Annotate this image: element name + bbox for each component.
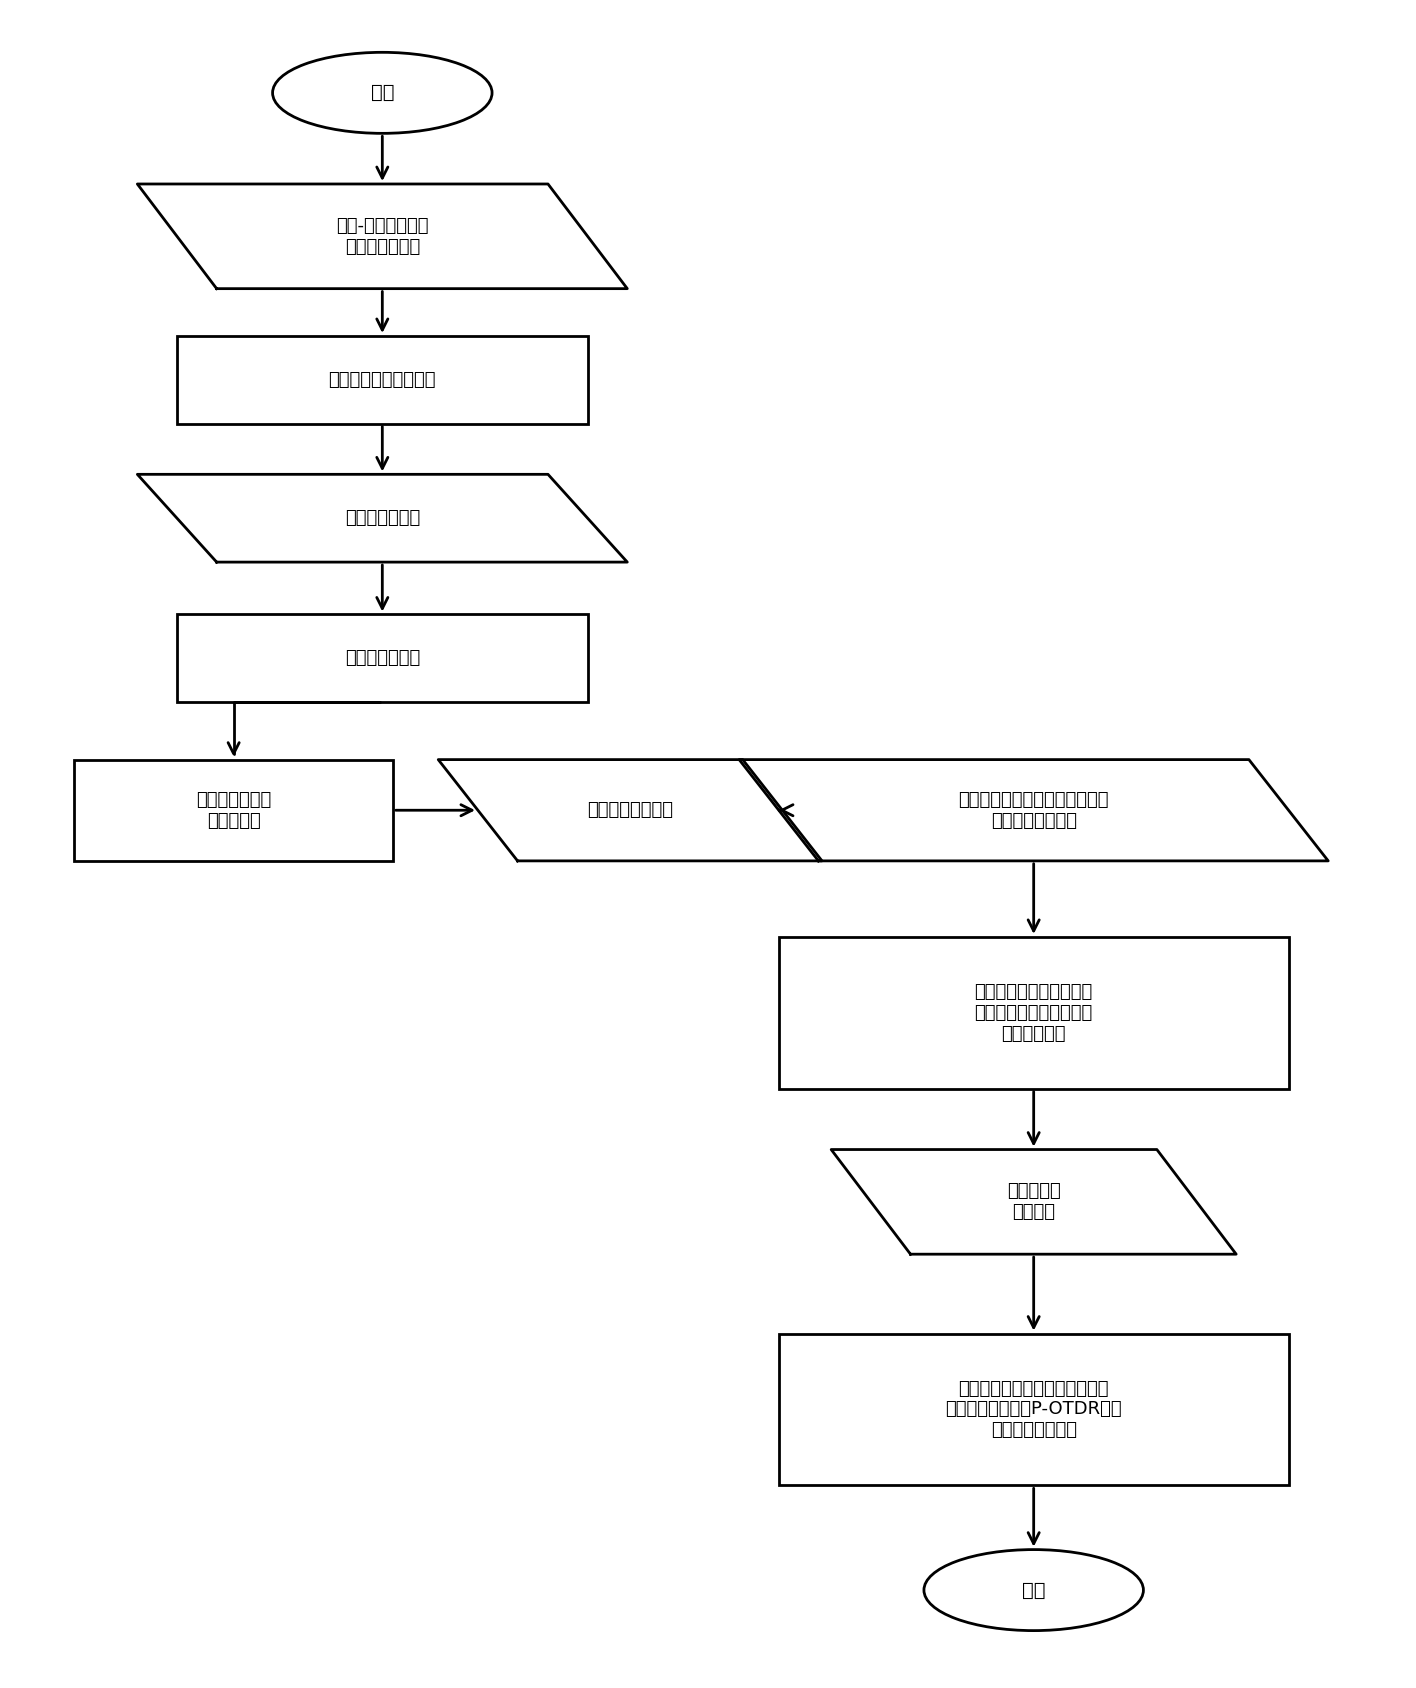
Polygon shape — [137, 184, 627, 289]
Text: 二值化差值图像: 二值化差值图像 — [344, 510, 421, 527]
Bar — [177, 614, 588, 702]
Bar — [779, 1334, 1289, 1485]
Polygon shape — [439, 760, 821, 861]
Polygon shape — [739, 760, 1328, 861]
Text: 边缘点检测及优化: 边缘点检测及优化 — [588, 802, 673, 819]
Text: 基于改进的最大最小值距
离聚类算法对优化后的边
缘点进行聚类: 基于改进的最大最小值距 离聚类算法对优化后的边 缘点进行聚类 — [974, 982, 1093, 1043]
Text: 确定最终分类数目，并确定各个
类的类中心，完成P-OTDR多点
入侵的检测和定位: 确定最终分类数目，并确定各个 类的类中心，完成P-OTDR多点 入侵的检测和定位 — [946, 1379, 1121, 1440]
Ellipse shape — [925, 1550, 1144, 1631]
Text: 开始: 开始 — [371, 83, 394, 103]
Bar — [177, 336, 588, 424]
Text: 时间-空间联立的二
维原始信号矩阵: 时间-空间联立的二 维原始信号矩阵 — [336, 218, 429, 255]
Bar — [75, 760, 394, 861]
Text: 打间差分及二值化处理: 打间差分及二值化处理 — [329, 371, 436, 388]
Text: 结束: 结束 — [1022, 1580, 1045, 1600]
Bar — [779, 937, 1289, 1089]
Text: 预处理后的二值
化差值图像: 预处理后的二值 化差值图像 — [195, 792, 272, 829]
Polygon shape — [831, 1150, 1236, 1254]
Polygon shape — [137, 474, 627, 562]
Text: 边缘检测点
分类结果: 边缘检测点 分类结果 — [1007, 1183, 1061, 1220]
Text: 水平累加预处理: 水平累加预处理 — [344, 650, 421, 667]
Text: 优化后的边缘检测点集（边缘点
空间列坐标集合）: 优化后的边缘检测点集（边缘点 空间列坐标集合） — [959, 792, 1109, 829]
Ellipse shape — [273, 52, 493, 133]
